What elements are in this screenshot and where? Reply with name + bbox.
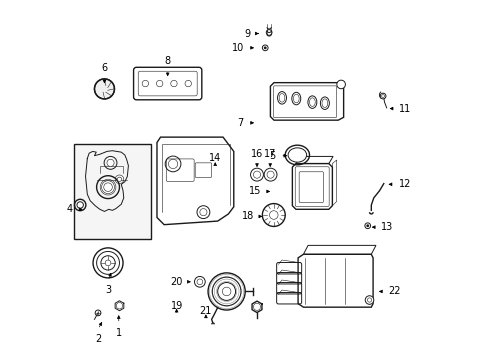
Circle shape bbox=[116, 302, 122, 309]
Ellipse shape bbox=[322, 99, 327, 108]
Ellipse shape bbox=[291, 92, 300, 105]
Circle shape bbox=[101, 256, 115, 270]
Ellipse shape bbox=[287, 148, 306, 162]
Circle shape bbox=[95, 310, 101, 316]
Circle shape bbox=[105, 260, 111, 266]
Circle shape bbox=[103, 183, 112, 192]
Circle shape bbox=[212, 277, 241, 306]
Circle shape bbox=[156, 80, 163, 87]
Circle shape bbox=[366, 224, 368, 227]
Circle shape bbox=[207, 273, 244, 310]
Circle shape bbox=[117, 177, 122, 181]
Circle shape bbox=[184, 80, 191, 87]
Text: 2: 2 bbox=[95, 334, 101, 343]
Circle shape bbox=[253, 171, 260, 178]
Text: 1: 1 bbox=[116, 328, 122, 338]
Text: 13: 13 bbox=[380, 222, 392, 232]
Ellipse shape bbox=[309, 98, 315, 107]
Bar bbox=[74, 144, 150, 239]
Circle shape bbox=[168, 159, 177, 168]
Circle shape bbox=[253, 303, 260, 310]
Text: 7: 7 bbox=[237, 118, 244, 128]
Text: 15: 15 bbox=[249, 186, 261, 197]
Ellipse shape bbox=[279, 94, 285, 102]
Text: 4: 4 bbox=[67, 204, 73, 214]
Ellipse shape bbox=[307, 96, 316, 108]
Circle shape bbox=[93, 248, 123, 278]
Text: 21: 21 bbox=[199, 306, 212, 316]
Text: 16: 16 bbox=[250, 149, 263, 158]
Ellipse shape bbox=[320, 97, 328, 109]
Circle shape bbox=[200, 208, 206, 216]
Text: 5: 5 bbox=[269, 151, 275, 161]
Circle shape bbox=[365, 296, 373, 304]
Circle shape bbox=[262, 45, 267, 51]
Circle shape bbox=[170, 80, 177, 87]
Ellipse shape bbox=[293, 94, 299, 103]
Text: 12: 12 bbox=[398, 179, 410, 189]
Circle shape bbox=[269, 211, 278, 219]
Circle shape bbox=[94, 79, 114, 99]
Text: 11: 11 bbox=[398, 104, 410, 113]
Text: 6: 6 bbox=[101, 63, 107, 73]
Circle shape bbox=[364, 223, 370, 229]
Circle shape bbox=[197, 206, 209, 219]
Text: 14: 14 bbox=[209, 153, 221, 163]
Circle shape bbox=[194, 276, 205, 287]
Ellipse shape bbox=[277, 91, 286, 104]
Circle shape bbox=[263, 46, 266, 49]
Text: 18: 18 bbox=[242, 211, 254, 221]
Circle shape bbox=[197, 279, 203, 285]
Circle shape bbox=[380, 93, 385, 99]
Text: 22: 22 bbox=[387, 287, 400, 296]
Text: 9: 9 bbox=[244, 28, 250, 39]
Circle shape bbox=[262, 203, 285, 226]
Circle shape bbox=[142, 80, 148, 87]
Text: 19: 19 bbox=[170, 301, 183, 311]
Circle shape bbox=[107, 159, 114, 166]
Text: 17: 17 bbox=[264, 149, 276, 158]
Circle shape bbox=[217, 283, 235, 300]
Circle shape bbox=[102, 181, 114, 194]
Circle shape bbox=[336, 80, 345, 89]
Circle shape bbox=[77, 202, 83, 208]
Circle shape bbox=[266, 171, 274, 178]
Circle shape bbox=[222, 287, 230, 296]
Text: 10: 10 bbox=[231, 43, 244, 53]
Text: 20: 20 bbox=[170, 277, 182, 287]
Circle shape bbox=[97, 251, 119, 274]
Text: 8: 8 bbox=[164, 56, 170, 66]
Text: 3: 3 bbox=[105, 285, 111, 295]
